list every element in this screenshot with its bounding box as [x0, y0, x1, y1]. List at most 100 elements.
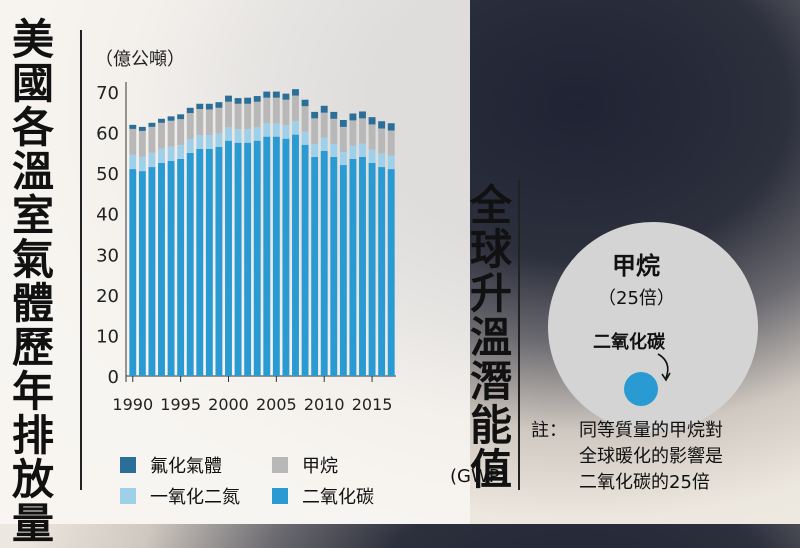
bar-co2-2009 [311, 156, 319, 376]
bar-co2-2015 [368, 163, 376, 376]
y-tick-label: 0 [108, 367, 119, 388]
title-divider [80, 30, 82, 490]
bar-methane-1991 [138, 130, 146, 157]
bar-co2-2011 [330, 156, 338, 376]
bar-fluorinated-2003 [253, 96, 261, 102]
bar-co2-2007 [292, 134, 299, 376]
bar-methane-1997 [196, 109, 204, 136]
bar-n2o-1997 [196, 135, 204, 149]
y-tick-label: 30 [96, 245, 119, 266]
bar-co2-1995 [177, 158, 185, 376]
bar-n2o-2003 [253, 127, 261, 141]
bar-fluorinated-2001 [234, 98, 242, 104]
bar-co2-1994 [167, 160, 175, 376]
bar-fluorinated-1998 [205, 103, 213, 110]
legend-swatch-fluorinated [120, 457, 136, 473]
bar-co2-1990 [129, 169, 137, 376]
bar-co2-2006 [282, 138, 290, 376]
bar-fluorinated-1990 [129, 124, 137, 129]
bar-n2o-1992 [148, 152, 156, 168]
bar-methane-2013 [349, 120, 357, 146]
x-tick-label: 2000 [208, 395, 249, 414]
legend-co2: 二氧化碳 [272, 483, 374, 509]
x-tick-label: 1995 [160, 395, 201, 414]
bar-n2o-2016 [378, 153, 386, 168]
bar-co2-2013 [349, 158, 357, 376]
bar-methane-1990 [129, 128, 137, 155]
bar-co2-2003 [253, 140, 261, 376]
co2-dot [624, 372, 658, 406]
bar-n2o-2012 [339, 152, 347, 166]
bar-n2o-1991 [138, 156, 146, 172]
bar-methane-2016 [378, 128, 386, 154]
bar-n2o-1990 [129, 154, 137, 170]
bar-methane-1994 [167, 120, 175, 147]
bar-co2-1991 [138, 171, 146, 376]
bar-co2-2004 [263, 136, 271, 376]
chart-title: 美國各溫室氣體歷年排放量 [11, 15, 54, 548]
bar-methane-1993 [158, 122, 165, 149]
y-tick-label: 40 [96, 205, 119, 226]
bar-methane-1996 [186, 113, 194, 140]
gwp-title: 全球升溫潛能值 [469, 181, 512, 494]
y-tick-label: 10 [96, 326, 119, 347]
bar-methane-2006 [282, 99, 290, 126]
bar-fluorinated-1995 [177, 114, 185, 120]
legend-swatch-co2 [272, 488, 288, 504]
bar-methane-2012 [339, 126, 347, 153]
legend-label-methane: 甲烷 [302, 456, 338, 477]
bar-methane-2000 [225, 101, 232, 128]
bar-n2o-2007 [292, 121, 299, 135]
bar-methane-2007 [292, 95, 299, 122]
bar-co2-2017 [387, 169, 395, 376]
bar-co2-1992 [148, 167, 156, 376]
bar-methane-1995 [177, 119, 185, 146]
bar-fluorinated-2005 [272, 91, 280, 98]
note-prefix: 註： [531, 420, 567, 441]
bar-fluorinated-1992 [148, 122, 156, 127]
bar-n2o-1995 [177, 145, 185, 159]
bar-methane-2003 [253, 101, 261, 128]
bar-co2-1998 [205, 148, 213, 376]
y-tick-label: 70 [96, 83, 119, 104]
bar-n2o-1994 [167, 146, 175, 161]
bar-fluorinated-1999 [215, 102, 223, 108]
bar-methane-2017 [387, 130, 395, 156]
bar-n2o-2011 [330, 143, 338, 157]
bar-n2o-2015 [368, 149, 376, 163]
bar-co2-1993 [158, 163, 165, 376]
bar-n2o-2014 [359, 143, 366, 157]
note-line-2: 全球暖化的影響是 [579, 446, 723, 467]
legend-swatch-methane [272, 457, 288, 473]
bar-n2o-2000 [225, 127, 232, 141]
bar-fluorinated-2008 [301, 99, 309, 107]
bar-co2-2002 [244, 142, 252, 376]
bar-fluorinated-1993 [158, 118, 165, 123]
bar-n2o-2010 [320, 137, 328, 151]
y-tick-label: 20 [96, 286, 119, 307]
legend-fluorinated: 氟化氣體 [120, 452, 222, 478]
bar-fluorinated-1991 [138, 126, 146, 131]
bar-co2-2001 [234, 142, 242, 376]
bar-n2o-1996 [186, 139, 194, 153]
bar-fluorinated-2013 [349, 113, 357, 121]
methane-label: 甲烷 [612, 252, 660, 280]
bar-methane-2014 [359, 118, 366, 144]
gwp-subtitle: (GWP) [450, 466, 507, 487]
x-tick-label: 1990 [112, 395, 153, 414]
legend-label-n2o: 一氧化二氮 [150, 487, 240, 508]
x-tick-label: 2005 [256, 395, 297, 414]
bar-fluorinated-1994 [167, 116, 175, 121]
bar-fluorinated-1997 [196, 103, 204, 110]
bar-n2o-1998 [205, 135, 213, 149]
bar-methane-2009 [311, 118, 319, 144]
bar-methane-1992 [148, 126, 156, 153]
bar-n2o-2009 [311, 143, 319, 157]
co2-label: 二氧化碳 [593, 332, 665, 353]
bar-methane-2004 [263, 97, 271, 124]
legend-swatch-n2o [120, 488, 136, 504]
bar-co2-2012 [339, 165, 347, 376]
bar-co2-2010 [320, 150, 328, 376]
bar-methane-1999 [215, 107, 223, 134]
bar-fluorinated-2000 [225, 95, 232, 102]
